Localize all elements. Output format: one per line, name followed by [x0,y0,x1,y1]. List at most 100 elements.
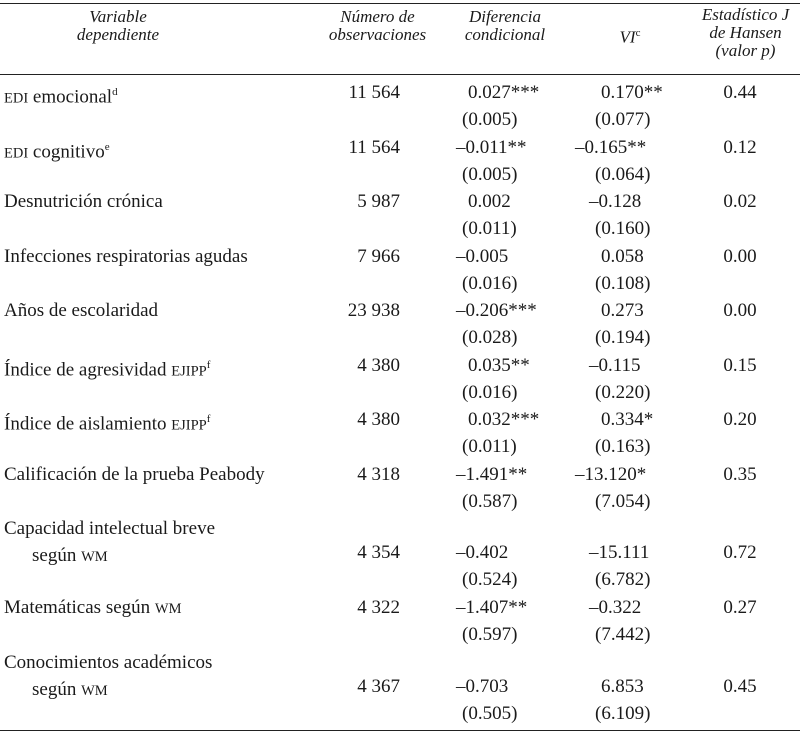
vi-coef: –0.322 [589,597,642,618]
observations-cell: 11 564 [348,82,400,103]
variable-cell: EDI cognitivoe [4,134,110,167]
vi-se: (0.163) [595,436,651,457]
vi-cell: 0.273 (0.194) [575,297,687,351]
table-row: Índice de agresividad EJIPPf 4 380 0.035**… [0,349,803,404]
difference-cell: –1.407** (0.597) [450,594,570,648]
observations-cell: 4 380 [357,409,400,430]
table-row: Años de escolaridad 23 938 –0.206*** (0.028… [0,294,803,349]
difference-se: (0.028) [462,327,518,348]
difference-cell: 0.035** (0.016) [450,352,570,406]
header-hansen: Estadístico J de Hansen (valor p) [701,5,790,60]
table-row: Índice de aislamiento EJIPPf 4 380 0.032**… [0,403,803,458]
row-label-line2-abbrev: WM [81,549,108,565]
header-vi: VIc [590,24,670,47]
vi-se: (0.160) [595,218,651,239]
row-label: Índice de aislamiento [4,413,172,435]
variable-cell: Calificación de la prueba Peabody [4,461,265,488]
row-label: Conocimientos académicos [4,651,213,673]
difference-coef: 0.027*** [468,82,540,103]
observations-cell: 5 987 [357,191,400,212]
variable-cell: Índice de aislamiento EJIPPf [4,406,210,439]
vi-se: (0.220) [595,381,651,403]
vi-cell: –0.322 (7.442) [575,594,687,648]
header-difference: Diferencia condicional [464,7,546,44]
vi-coef: 0.334* [601,409,654,430]
variable-cell: Infecciones respiratorias agudas [4,243,248,270]
observations-cell: 4 322 [357,597,400,618]
table-row: Desnutrición crónica 5 987 0.002 (0.011) –0.… [0,185,803,240]
row-label: Capacidad intelectual breve [4,518,216,539]
vi-coef: –13.120* [575,463,647,485]
row-label-abbrev: EJIPP [171,417,207,434]
observations-cell: 7 966 [357,245,400,267]
difference-coef: –0.011** [456,136,527,158]
table-row: Infecciones respiratorias agudas 7 966 –0.… [0,240,803,295]
observations-cell: 11 564 [348,136,400,158]
row-label: Calificación de la prueba Peabody [4,463,265,485]
header-variable: Variable dependiente [76,7,160,44]
difference-coef: –0.206*** [456,300,537,321]
table-row: EDI cognitivoe 11 564 –0.011** (0.005) –0.16… [0,131,803,186]
bottom-rule [0,730,800,731]
vi-coef: –0.165** [575,136,647,158]
row-label-line2: según WM [4,676,212,705]
hansen-cell: 0.45 [723,675,757,697]
difference-cell: –0.703 (0.505) [450,673,570,727]
vi-cell: –0.115 (0.220) [575,352,687,406]
row-label-line2: según WM [4,542,215,571]
difference-coef: –1.407** [456,597,528,618]
difference-se: (0.016) [462,272,518,294]
row-footnote-mark: e [104,140,110,153]
row-label: Matemáticas según [4,597,155,618]
vi-coef: –15.111 [589,542,650,563]
vi-cell: –13.120* (7.054) [575,461,687,515]
table-row: EDI emocionald 11 564 0.027*** (0.005) 0.170… [0,76,803,131]
vi-coef: 6.853 [601,675,644,697]
difference-cell: –1.491** (0.587) [450,461,570,515]
row-label: Años de escolaridad [4,300,159,321]
row-label: Desnutrición crónica [4,191,163,212]
difference-se: (0.016) [462,381,518,403]
difference-se: (0.011) [462,218,517,239]
observations-cell: 4 318 [357,463,400,485]
hansen-cell: 0.44 [723,82,757,103]
difference-coef: –1.491** [456,463,528,485]
difference-cell: –0.402 (0.524) [450,539,570,593]
observations-cell: 4 380 [357,354,400,376]
difference-coef: 0.035** [468,354,530,376]
variable-cell: Capacidad intelectual breve según WM [4,515,215,571]
variable-cell: Índice de agresividad EJIPPf [4,352,210,385]
difference-cell: 0.027*** (0.005) [450,79,570,133]
difference-coef: –0.402 [456,542,509,563]
difference-coef: –0.703 [456,675,509,697]
difference-se: (0.005) [462,109,518,130]
vi-se: (7.054) [595,490,651,512]
vi-cell: 0.170** (0.077) [575,79,687,133]
hansen-cell: 0.00 [723,245,757,267]
vi-cell: 0.058 (0.108) [575,243,687,297]
row-footnote-mark: f [206,358,211,371]
header-rule [0,74,800,75]
row-label-line2-text: según [32,678,82,700]
row-label-rest: emocional [28,86,113,108]
difference-se: (0.505) [462,702,518,724]
hansen-cell: 0.20 [723,409,757,430]
vi-coef: 0.273 [601,300,644,321]
top-rule [0,3,800,4]
table-row: Conocimientos académicos según WM 4 367 –0.… [0,646,803,725]
difference-coef: 0.032*** [468,409,540,430]
vi-se: (0.064) [595,163,651,185]
row-label: EDI [4,144,29,161]
observations-cell: 4 354 [357,542,400,563]
vi-se: (6.109) [595,702,651,724]
vi-se: (0.108) [595,272,651,294]
vi-coef: 0.058 [601,245,644,267]
row-label-rest: cognitivo [28,140,105,162]
hansen-cell: 0.72 [723,542,757,563]
difference-se: (0.524) [462,569,518,590]
difference-cell: –0.206*** (0.028) [450,297,570,351]
vi-cell: 0.334* (0.163) [575,406,687,460]
header-vi-label: VI [619,27,636,47]
hansen-cell: 0.00 [723,300,757,321]
